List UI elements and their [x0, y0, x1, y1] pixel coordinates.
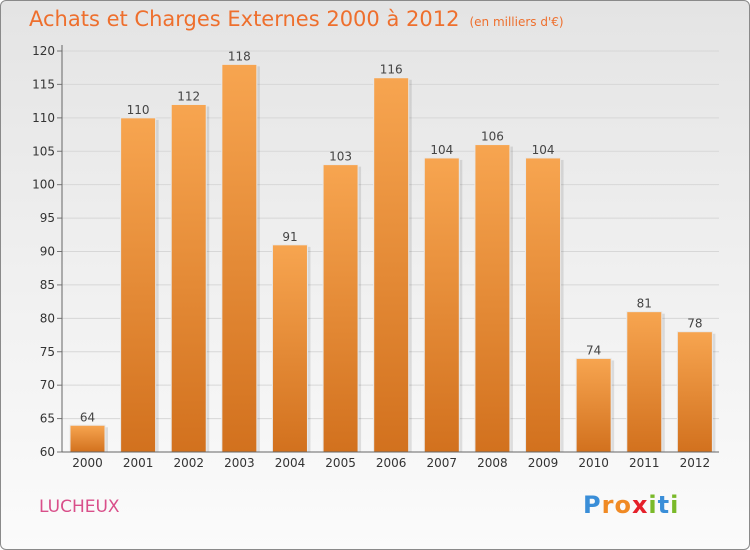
y-tick-label: 75	[40, 345, 55, 359]
data-label: 110	[127, 103, 150, 117]
bar	[525, 157, 562, 453]
proxiti-logo: Proxiti	[583, 491, 679, 519]
chart-subtitle: (en milliers d'€)	[469, 15, 564, 29]
data-label: 104	[532, 143, 555, 157]
data-label: 104	[430, 143, 453, 157]
x-tick-label: 2002	[173, 456, 204, 470]
logo-letter: i	[648, 491, 658, 519]
location-label: LUCHEUX	[39, 497, 120, 517]
bar	[676, 331, 713, 453]
y-tick-label: 120	[32, 44, 55, 58]
y-tick-label: 85	[40, 278, 55, 292]
bar	[322, 164, 359, 453]
logo-letter: x	[631, 491, 649, 519]
y-tick-label: 95	[40, 211, 55, 225]
x-tick-label: 2009	[528, 456, 559, 470]
x-tick-label: 2000	[72, 456, 103, 470]
y-tick-label: 65	[40, 412, 55, 426]
logo-letter: r	[601, 491, 615, 519]
data-label: 91	[282, 230, 297, 244]
data-label: 81	[637, 297, 652, 311]
bar	[626, 311, 663, 453]
y-tick-label: 60	[40, 445, 55, 459]
bar	[120, 117, 157, 453]
x-tick-label: 2001	[123, 456, 154, 470]
y-tick-label: 90	[40, 245, 55, 259]
y-tick-label: 105	[32, 144, 55, 158]
bars: 64 110 112 118 91 103 116 104 106 104 74 81 78	[69, 49, 716, 453]
bar	[423, 157, 460, 453]
bar	[373, 77, 410, 453]
logo-letter: t	[657, 491, 671, 519]
bar	[170, 103, 207, 453]
x-tick-label: 2007	[427, 456, 458, 470]
data-label: 112	[177, 89, 200, 103]
bar	[474, 144, 511, 453]
bar	[221, 63, 258, 453]
x-tick-label: 2005	[325, 456, 356, 470]
data-label: 78	[687, 317, 702, 331]
x-tick-label: 2004	[275, 456, 306, 470]
y-tick-label: 80	[40, 311, 55, 325]
x-tick-label: 2008	[477, 456, 508, 470]
logo-letter: o	[614, 491, 632, 519]
data-label: 103	[329, 150, 352, 164]
chart-title-text: Achats et Charges Externes 2000 à 2012	[29, 7, 460, 31]
bar	[575, 357, 612, 453]
y-tick-label: 115	[32, 77, 55, 91]
logo-letter: P	[583, 491, 602, 519]
data-label: 118	[228, 49, 251, 63]
x-tick-label: 2003	[224, 456, 255, 470]
data-label: 74	[586, 343, 601, 357]
data-label: 116	[380, 63, 403, 77]
x-tick-label: 2012	[680, 456, 711, 470]
bar	[69, 424, 106, 453]
data-label: 64	[80, 410, 95, 424]
bar	[271, 244, 308, 453]
bar-chart: 60 65 70 75 80 85 90 95 100 105 110 115 120 64 110 112…	[32, 44, 719, 470]
x-tick-label: 2010	[578, 456, 609, 470]
y-tick-label: 100	[32, 178, 55, 192]
x-tick-label: 2011	[629, 456, 660, 470]
x-tick-label: 2006	[376, 456, 407, 470]
chart-title: Achats et Charges Externes 2000 à 2012 (e…	[29, 7, 564, 31]
logo-letter: i	[670, 491, 680, 519]
y-axis: 60 65 70 75 80 85 90 95 100 105 110 115 120	[32, 44, 63, 459]
y-tick-label: 70	[40, 378, 55, 392]
y-tick-label: 110	[32, 111, 55, 125]
data-label: 106	[481, 130, 504, 144]
x-axis: 2000 2001 2002 2003 2004 2005 2006 2007 2008 2009…	[62, 451, 719, 470]
